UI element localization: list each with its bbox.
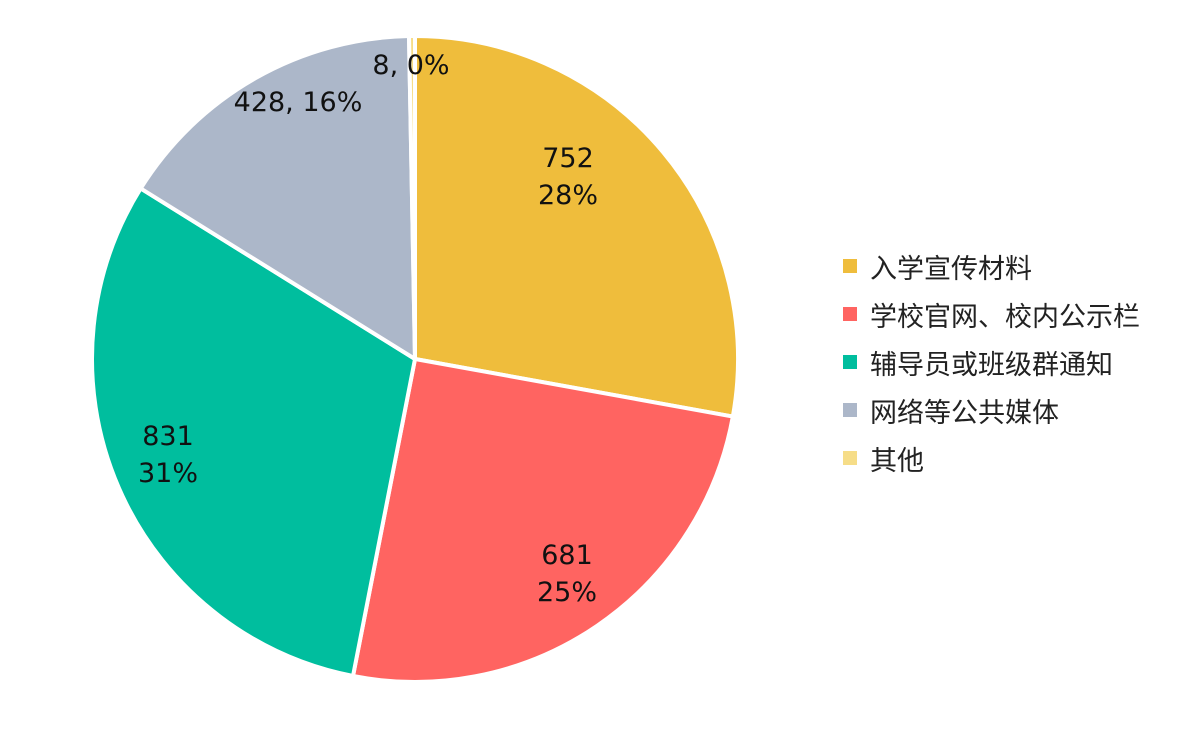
legend-swatch — [843, 355, 857, 369]
data-label-4: 428, 16% — [234, 87, 363, 118]
pie-slice-5 — [406, 34, 417, 361]
legend-label: 网络等公共媒体 — [870, 397, 1059, 429]
legend-item-3: 辅导员或班级群通知 — [843, 338, 1140, 386]
data-label-2: 681 25% — [537, 540, 597, 608]
legend-label: 其他 — [870, 445, 924, 477]
pie-slice-4 — [138, 34, 417, 361]
legend-label: 学校官网、校内公示栏 — [870, 301, 1140, 333]
legend-item-5: 其他 — [843, 434, 1140, 482]
legend-swatch — [843, 403, 857, 417]
legend-swatch — [843, 259, 857, 273]
legend-item-2: 学校官网、校内公示栏 — [843, 290, 1140, 338]
data-label-1: 752 28% — [538, 143, 598, 211]
legend-item-4: 网络等公共媒体 — [843, 386, 1140, 434]
legend-label: 辅导员或班级群通知 — [870, 349, 1113, 381]
pie-slice-2 — [351, 357, 735, 684]
legend-swatch — [843, 307, 857, 321]
data-label-3: 831 31% — [138, 421, 198, 489]
chart-legend: 入学宣传材料学校官网、校内公示栏 辅导员或班级群通知 网络等公共媒体 其他 — [843, 242, 1140, 482]
legend-swatch — [843, 451, 857, 465]
pie-slice-1 — [413, 34, 740, 419]
legend-item-1: 入学宣传材料 — [843, 242, 1140, 290]
data-label-5: 8, 0% — [372, 50, 449, 81]
legend-label: 入学宣传材料 — [870, 253, 1032, 285]
